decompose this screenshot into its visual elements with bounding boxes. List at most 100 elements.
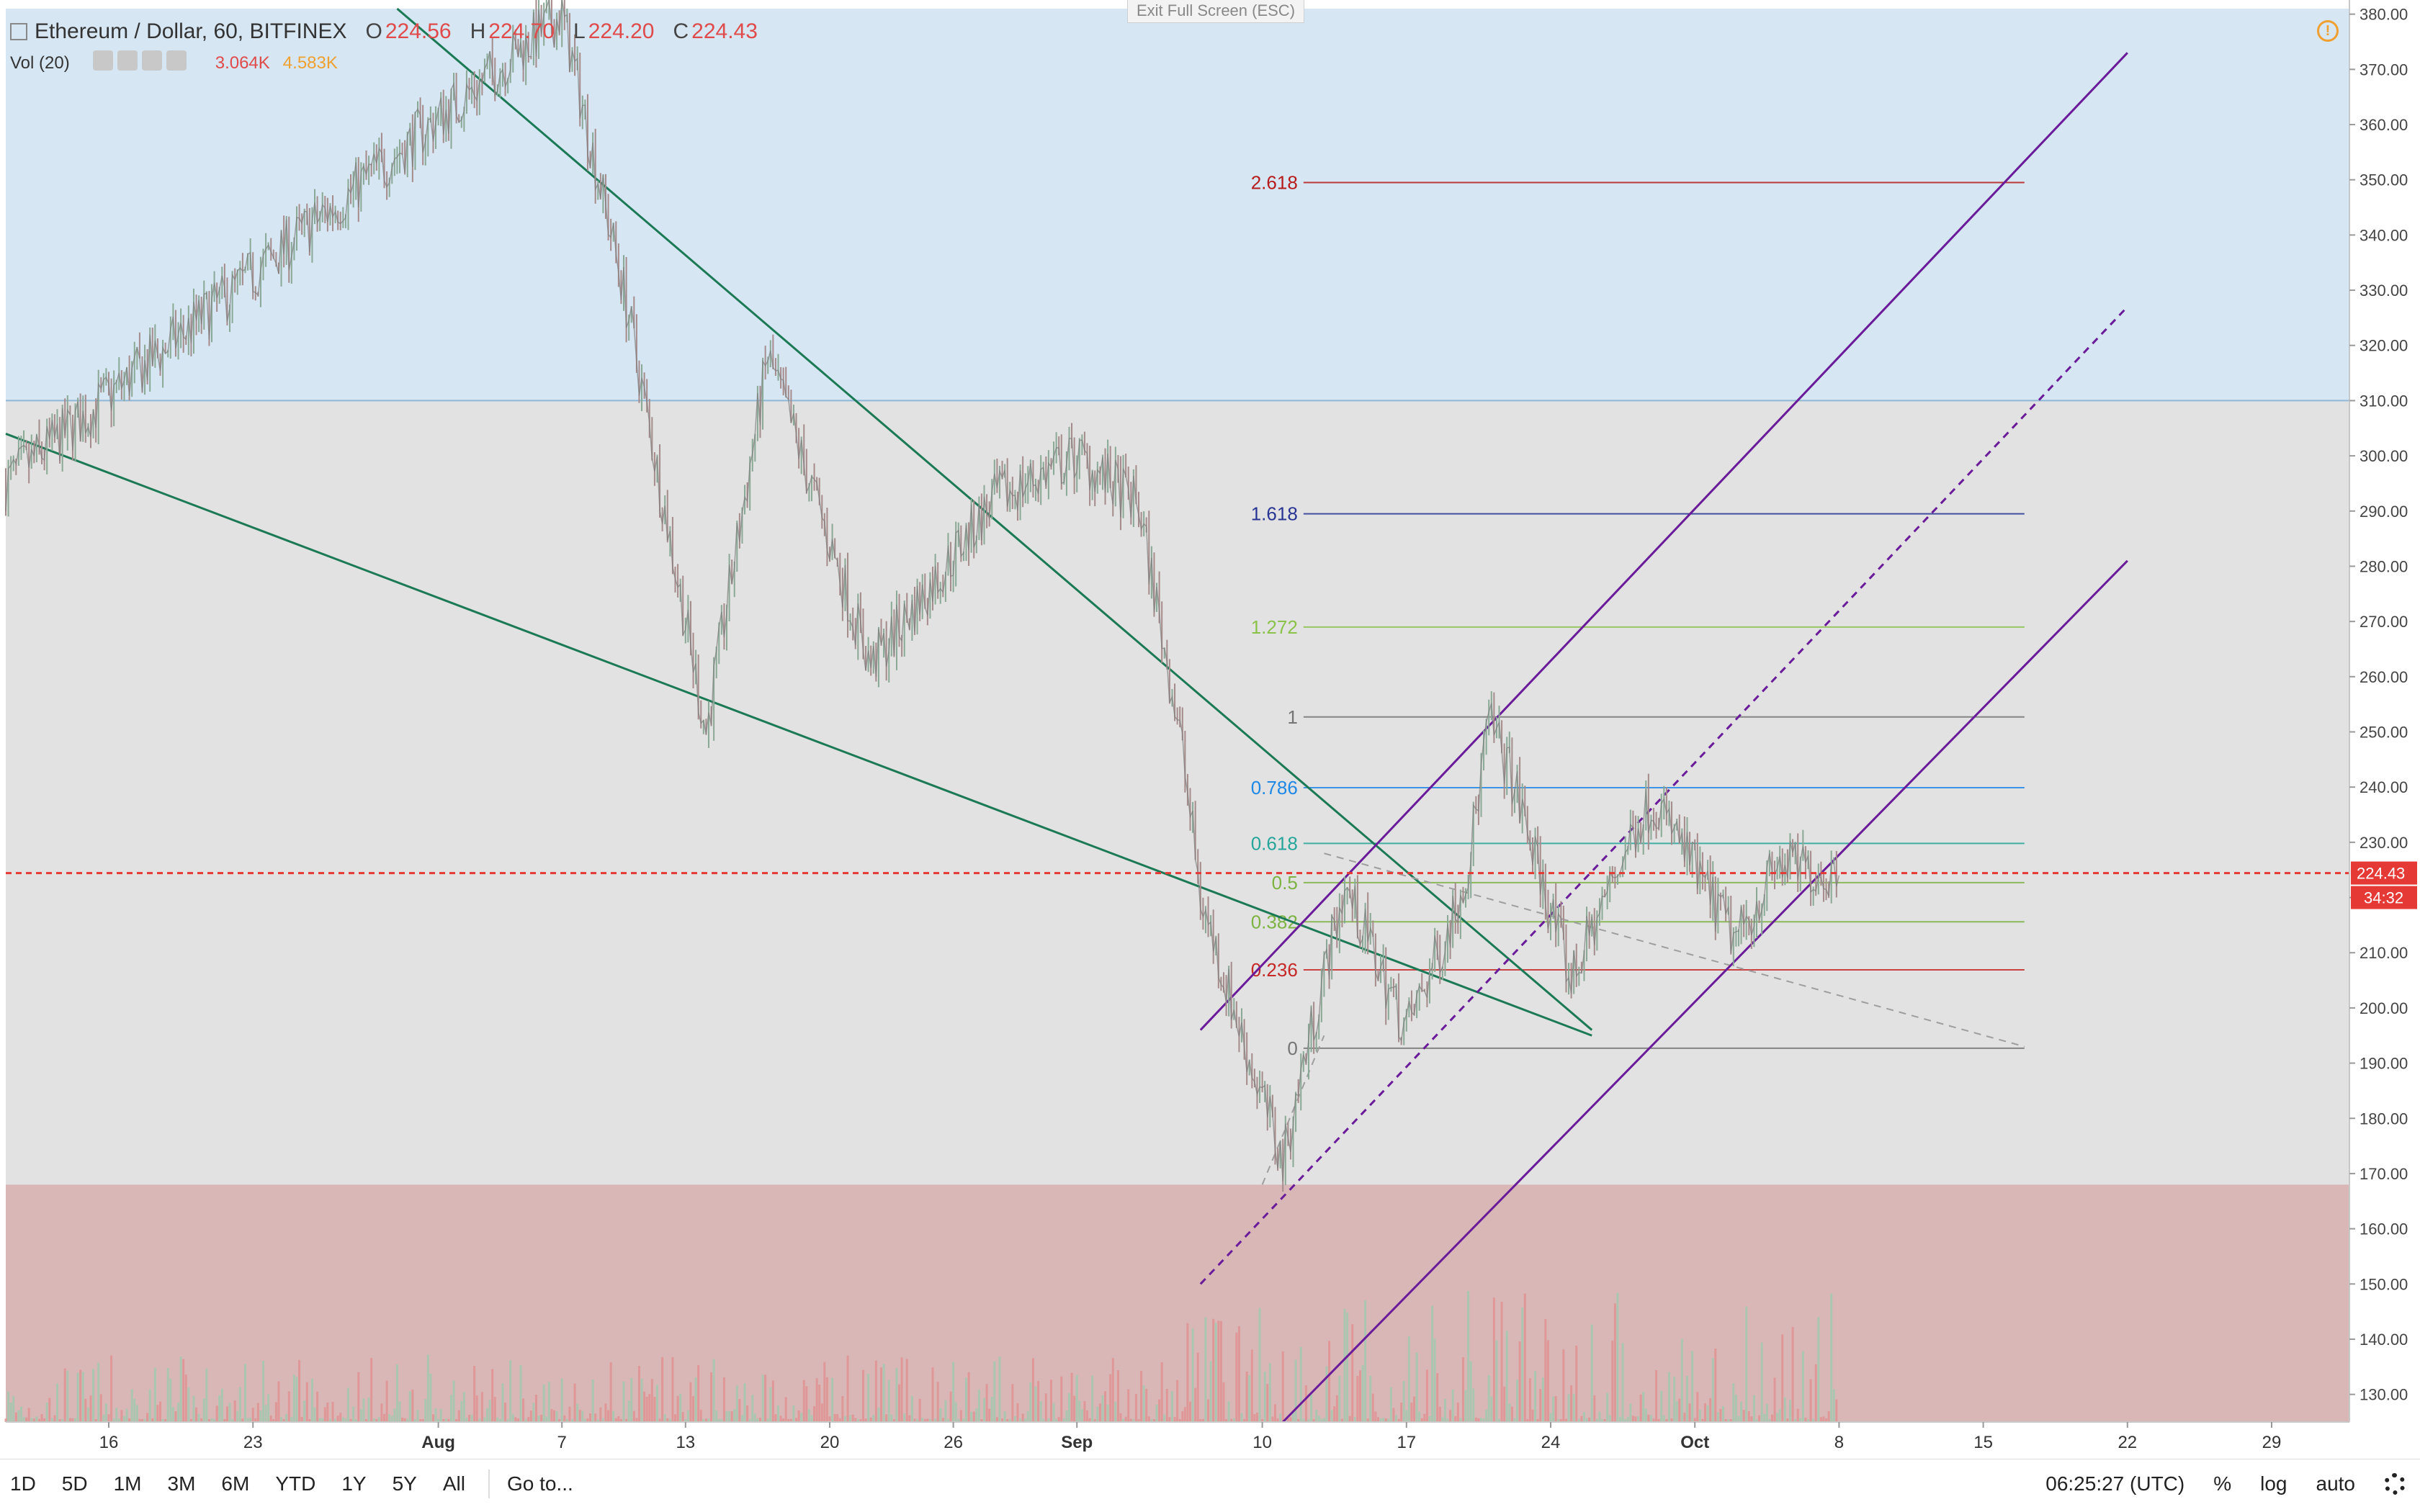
volume-bar <box>519 1365 522 1422</box>
volume-bar <box>1495 1340 1498 1422</box>
symbol-title[interactable]: Ethereum / Dollar, 60, BITFINEX <box>35 19 347 43</box>
volume-bar <box>1528 1378 1531 1422</box>
volume-bar <box>287 1391 290 1422</box>
eye-icon[interactable] <box>92 50 113 71</box>
settings-small-icon[interactable] <box>117 50 138 71</box>
volume-bar <box>262 1361 264 1422</box>
volume-bar <box>1608 1415 1611 1422</box>
volume-bar <box>341 1417 344 1422</box>
volume-bar <box>1472 1388 1475 1422</box>
volume-bar <box>426 1354 429 1422</box>
range-button-5d[interactable]: 5D <box>61 1472 88 1495</box>
trend-line <box>5 433 1592 1037</box>
range-button-3m[interactable]: 3M <box>167 1472 196 1495</box>
volume-bar <box>1742 1410 1745 1422</box>
volume-bar <box>774 1414 777 1422</box>
volume-bar <box>1204 1317 1207 1422</box>
range-button-ytd[interactable]: YTD <box>275 1472 316 1495</box>
volume-bar <box>282 1418 285 1422</box>
volume-bar <box>820 1403 823 1422</box>
x-tick-label: 10 <box>1252 1433 1272 1452</box>
goto-button[interactable]: Go to... <box>506 1472 573 1495</box>
volume-bar <box>702 1418 705 1422</box>
volume-bar <box>818 1385 821 1422</box>
range-button-1d[interactable]: 1D <box>10 1472 36 1495</box>
range-button-6m[interactable]: 6M <box>221 1472 250 1495</box>
trend-line <box>1261 1035 1325 1185</box>
volume-bar <box>1438 1406 1441 1422</box>
volume-bar <box>130 1389 133 1422</box>
volume-bar <box>1814 1364 1817 1422</box>
volume-bar <box>321 1418 324 1422</box>
price-chart[interactable]: 2.6181.6181.27210.7860.6180.50.3820.2360… <box>0 0 2420 1459</box>
volume-bar <box>223 1418 226 1422</box>
volume-bar <box>401 1417 404 1422</box>
volume-bar <box>787 1418 790 1422</box>
volume-title[interactable]: Vol (20) <box>10 53 70 73</box>
volume-bar <box>187 1387 190 1422</box>
volume-bar <box>748 1419 751 1422</box>
volume-bar <box>1642 1392 1645 1422</box>
fib-level-label: 0.786 <box>1251 777 1298 798</box>
volume-bar <box>1436 1373 1439 1422</box>
volume-bar <box>815 1378 818 1422</box>
collapse-icon[interactable] <box>10 23 27 40</box>
volume-bar <box>231 1418 234 1422</box>
volume-bar <box>1225 1418 1228 1422</box>
trend-lines <box>5 7 2128 1423</box>
volume-bar <box>1155 1404 1158 1422</box>
percent-toggle[interactable]: % <box>2213 1472 2232 1495</box>
volume-bar <box>1186 1323 1189 1422</box>
range-button-1y[interactable]: 1Y <box>341 1472 367 1495</box>
volume-bar <box>1770 1414 1773 1422</box>
volume-bar <box>619 1418 622 1422</box>
warning-icon[interactable]: ! <box>2317 20 2339 42</box>
volume-bar <box>94 1418 97 1422</box>
volume-bar <box>179 1356 182 1422</box>
range-button-1m[interactable]: 1M <box>113 1472 142 1495</box>
volume-bar <box>1456 1403 1459 1422</box>
volume-bar <box>707 1418 710 1422</box>
plus-icon[interactable] <box>141 50 162 71</box>
volume-bar <box>939 1408 942 1422</box>
volume-bar <box>1052 1403 1055 1422</box>
volume-bar <box>1570 1385 1573 1422</box>
volume-bar <box>1601 1418 1603 1422</box>
range-button-all[interactable]: All <box>442 1472 465 1495</box>
volume-bar <box>694 1377 697 1422</box>
volume-bar <box>1387 1418 1390 1422</box>
log-toggle[interactable]: log <box>2260 1472 2287 1495</box>
x-tick-label: 29 <box>2262 1433 2282 1452</box>
volume-bar <box>962 1418 965 1422</box>
volume-bar <box>1683 1413 1686 1422</box>
volume-bar <box>1140 1370 1143 1422</box>
volume-bar <box>316 1391 319 1422</box>
volume-bar <box>864 1418 867 1422</box>
close-icon[interactable] <box>166 50 187 71</box>
volume-bar <box>1639 1394 1642 1422</box>
volume-bar <box>1160 1362 1163 1422</box>
range-button-5y[interactable]: 5Y <box>392 1472 417 1495</box>
volume-bar <box>941 1418 944 1422</box>
volume-bar <box>1714 1349 1717 1422</box>
exit-fullscreen-button[interactable]: Exit Full Screen (ESC) <box>1127 0 1304 23</box>
volume-bar <box>1091 1375 1094 1422</box>
volume-bar <box>1078 1400 1081 1422</box>
volume-bar <box>1819 1417 1822 1422</box>
volume-bar <box>877 1408 880 1422</box>
volume-bar <box>1086 1410 1088 1422</box>
auto-toggle[interactable]: auto <box>2316 1472 2356 1495</box>
clock-readout[interactable]: 06:25:27 (UTC) <box>2045 1472 2185 1495</box>
y-tick-label: 370.00 <box>2360 60 2408 78</box>
volume-bar <box>17 1410 20 1422</box>
volume-bar <box>802 1380 805 1422</box>
volume-bar <box>1745 1306 1748 1422</box>
price-axis-bg <box>2349 0 2420 1459</box>
volume-bar <box>310 1379 313 1422</box>
volume-bar <box>1062 1418 1065 1422</box>
volume-bar <box>236 1410 239 1422</box>
volume-bar <box>529 1410 532 1422</box>
volume-bar <box>699 1409 702 1422</box>
gear-icon[interactable] <box>2384 1473 2406 1495</box>
volume-bar <box>1376 1417 1379 1422</box>
